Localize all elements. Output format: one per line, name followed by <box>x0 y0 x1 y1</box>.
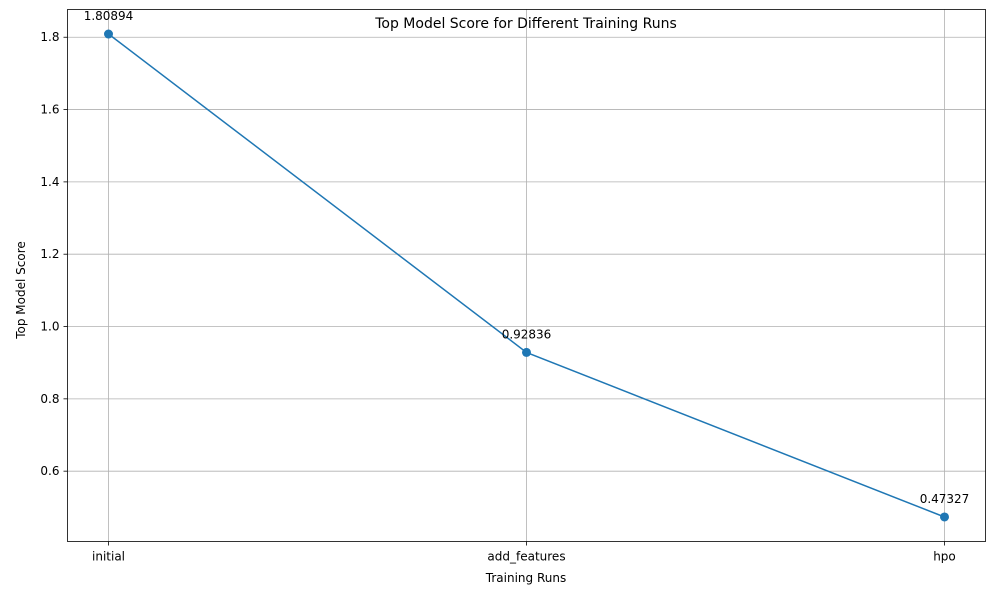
x-tick-label: add_features <box>487 550 565 564</box>
y-tick-label: 1.4 <box>40 175 59 189</box>
series-layer: 1.80894 0.92836 0.47327 <box>84 9 970 522</box>
data-point <box>940 512 949 522</box>
grid <box>67 9 986 542</box>
x-tick-label: hpo <box>933 550 956 564</box>
y-tick-label: 0.8 <box>40 392 59 406</box>
data-label: 0.47327 <box>920 492 970 506</box>
y-tick-label: 1.6 <box>40 103 59 117</box>
ticks: initial add_features hpo 0.6 0.8 1.0 1.2 1.4 1.6… <box>40 30 955 563</box>
y-axis-label: Top Model Score <box>14 241 28 340</box>
y-tick-label: 1.2 <box>40 247 59 261</box>
data-label: 0.92836 <box>502 327 552 341</box>
data-point <box>522 347 531 357</box>
y-tick-label: 1.8 <box>40 30 59 44</box>
x-tick-label: initial <box>92 550 125 564</box>
y-tick-label: 0.6 <box>40 464 59 478</box>
data-point <box>104 29 113 39</box>
plot-frame <box>67 9 986 542</box>
x-axis-label: Training Runs <box>485 571 566 585</box>
y-tick-label: 1.0 <box>40 320 59 334</box>
chart-title: Top Model Score for Different Training R… <box>374 16 677 32</box>
data-label: 1.80894 <box>84 9 134 23</box>
